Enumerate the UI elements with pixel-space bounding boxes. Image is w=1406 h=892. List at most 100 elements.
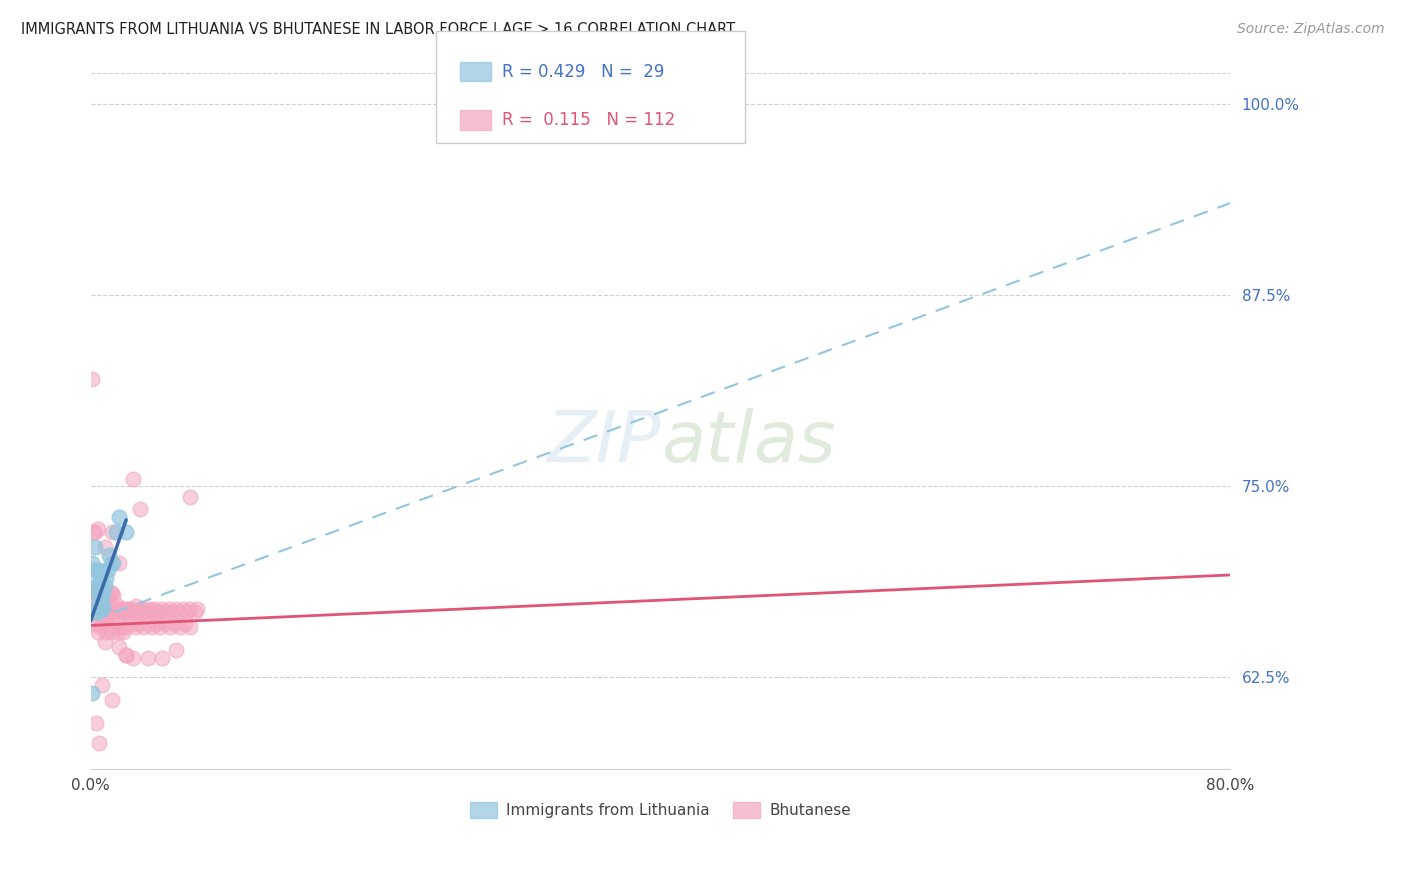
- Point: [136, 650, 159, 665]
- Point: [91, 678, 114, 692]
- Point: [136, 605, 159, 619]
- Point: [97, 594, 120, 608]
- Point: [118, 605, 141, 619]
- Point: [93, 605, 115, 619]
- Point: [87, 522, 110, 536]
- Point: [89, 600, 111, 615]
- Point: [110, 605, 132, 619]
- Point: [101, 586, 124, 600]
- Point: [103, 605, 125, 619]
- Point: [145, 616, 167, 631]
- Point: [163, 616, 186, 631]
- Point: [153, 605, 176, 619]
- Point: [165, 643, 187, 657]
- Point: [83, 616, 105, 631]
- Point: [98, 605, 121, 619]
- Point: [128, 616, 150, 631]
- Point: [143, 601, 166, 615]
- Point: [159, 620, 181, 634]
- Point: [167, 605, 190, 619]
- Point: [132, 620, 155, 634]
- Point: [89, 586, 111, 600]
- Point: [107, 599, 129, 613]
- Point: [90, 601, 112, 615]
- Point: [98, 620, 121, 634]
- Point: [101, 601, 124, 615]
- Point: [150, 650, 173, 665]
- Point: [89, 563, 111, 577]
- Text: IMMIGRANTS FROM LITHUANIA VS BHUTANESE IN LABOR FORCE | AGE > 16 CORRELATION CHA: IMMIGRANTS FROM LITHUANIA VS BHUTANESE I…: [21, 22, 735, 38]
- Point: [91, 594, 114, 608]
- Point: [91, 612, 114, 626]
- Point: [80, 372, 103, 386]
- Point: [86, 563, 108, 577]
- Point: [94, 541, 117, 555]
- Point: [89, 601, 111, 615]
- Point: [90, 620, 112, 634]
- Point: [103, 590, 125, 604]
- Text: atlas: atlas: [661, 408, 835, 476]
- Point: [86, 599, 108, 613]
- Point: [108, 640, 131, 654]
- Point: [98, 590, 121, 604]
- Point: [186, 601, 208, 615]
- Point: [100, 586, 122, 600]
- Point: [101, 693, 124, 707]
- Point: [91, 601, 114, 615]
- Point: [114, 601, 136, 615]
- Point: [111, 601, 134, 615]
- Point: [124, 620, 146, 634]
- Text: R =  0.115   N = 112: R = 0.115 N = 112: [502, 111, 675, 128]
- Point: [112, 624, 135, 639]
- Point: [94, 609, 117, 624]
- Point: [129, 601, 152, 615]
- Point: [146, 605, 169, 619]
- Point: [96, 605, 118, 619]
- Point: [122, 605, 145, 619]
- Point: [93, 599, 115, 613]
- Point: [87, 590, 110, 604]
- Point: [115, 605, 138, 619]
- Point: [96, 571, 118, 585]
- Point: [115, 648, 138, 662]
- Point: [87, 599, 110, 613]
- Point: [98, 548, 121, 562]
- Point: [179, 490, 201, 504]
- Point: [96, 624, 118, 639]
- Point: [107, 624, 129, 639]
- Point: [172, 601, 194, 615]
- Point: [179, 601, 201, 615]
- Point: [97, 609, 120, 624]
- Point: [142, 605, 165, 619]
- Point: [179, 620, 201, 634]
- Point: [104, 601, 127, 615]
- Point: [183, 605, 205, 619]
- Point: [87, 579, 110, 593]
- Point: [129, 502, 152, 516]
- Point: [82, 563, 104, 577]
- Point: [87, 605, 110, 619]
- Point: [100, 556, 122, 570]
- Point: [134, 601, 156, 615]
- Point: [105, 605, 128, 619]
- Point: [80, 599, 103, 613]
- Point: [173, 616, 195, 631]
- Point: [93, 616, 115, 631]
- Point: [125, 599, 148, 613]
- Point: [91, 590, 114, 604]
- Point: [108, 509, 131, 524]
- Point: [115, 620, 138, 634]
- Point: [82, 525, 104, 540]
- Point: [165, 601, 187, 615]
- Point: [101, 624, 124, 639]
- Point: [150, 601, 173, 615]
- Point: [80, 686, 103, 700]
- Legend: Immigrants from Lithuania, Bhutanese: Immigrants from Lithuania, Bhutanese: [464, 797, 858, 824]
- Point: [83, 605, 105, 619]
- Point: [120, 601, 142, 615]
- Point: [160, 605, 183, 619]
- Point: [86, 586, 108, 600]
- Point: [122, 650, 145, 665]
- Point: [117, 601, 139, 615]
- Point: [110, 620, 132, 634]
